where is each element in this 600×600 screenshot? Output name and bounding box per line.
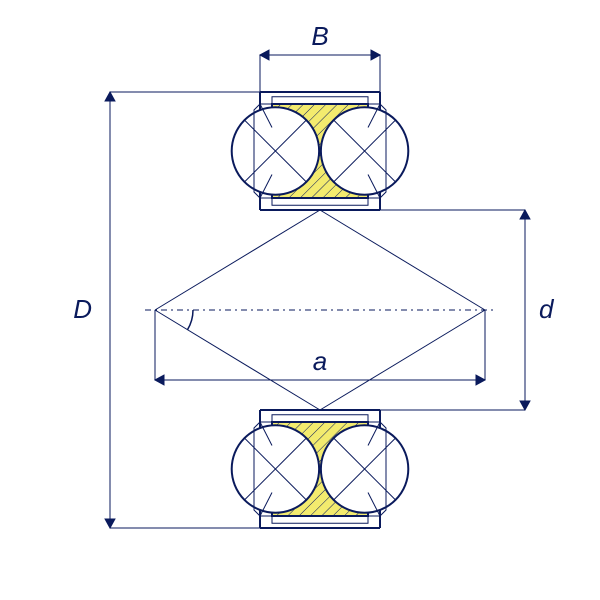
- label-B: B: [311, 21, 328, 51]
- label-D: D: [73, 294, 92, 324]
- bearing-cross-section: B Dd a: [0, 0, 600, 600]
- label-a: a: [313, 346, 327, 376]
- label-d: d: [539, 294, 555, 324]
